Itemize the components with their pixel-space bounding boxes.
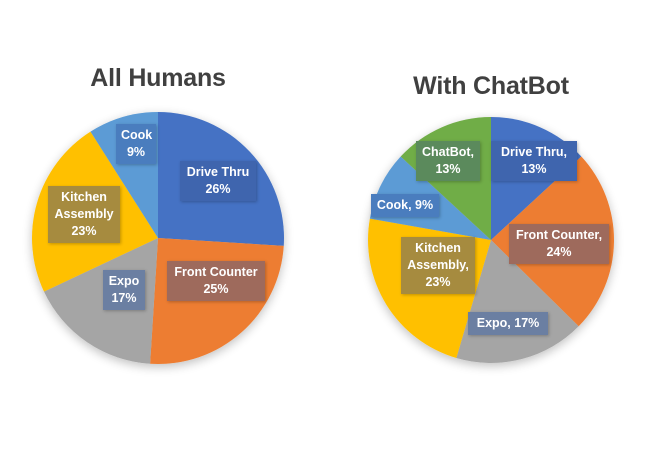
data-label-text: ChatBot, — [421, 145, 475, 159]
data-label-text: Assembly — [54, 207, 114, 221]
data-label-text: Drive Thru — [186, 165, 250, 179]
data-label-text: Kitchen — [61, 190, 107, 204]
data-label-text: 24% — [546, 245, 572, 259]
data-label-expo: Expo, 17% — [468, 312, 548, 335]
data-label-cook: Cook, 9% — [371, 194, 439, 217]
data-label-text: Assembly, — [407, 258, 469, 272]
data-label-drive-thru: Drive Thru, 13% — [491, 141, 577, 181]
data-label-kitchen-assembly: Kitchen Assembly 23% — [48, 186, 120, 243]
chart-title-with-chatbot: With ChatBot — [413, 72, 569, 100]
data-label-text: 17% — [111, 291, 137, 305]
data-label-text: Expo, 17% — [476, 316, 540, 330]
data-label-text: 25% — [203, 282, 229, 296]
pie-slice-expo — [43, 238, 158, 364]
data-label-drive-thru: Drive Thru 26% — [180, 161, 256, 201]
data-label-text: 26% — [205, 182, 231, 196]
data-label-text: 13% — [521, 162, 547, 176]
data-label-front-counter: Front Counter 25% — [167, 261, 265, 301]
data-label-text: Front Counter, — [515, 228, 603, 242]
data-label-chatbot: ChatBot, 13% — [416, 141, 480, 181]
data-label-text: 9% — [126, 145, 146, 159]
data-label-text: Expo — [108, 274, 140, 288]
data-label-kitchen-assembly: Kitchen Assembly, 23% — [401, 237, 475, 294]
data-label-text: 23% — [71, 224, 97, 238]
data-label-text: Cook — [121, 128, 153, 142]
chart-title-all-humans: All Humans — [90, 64, 226, 92]
data-label-text: Front Counter — [174, 265, 258, 279]
data-label-expo: Expo 17% — [103, 270, 145, 310]
data-label-text: Cook, 9% — [376, 198, 434, 212]
data-label-text: 23% — [425, 275, 451, 289]
data-label-front-counter: Front Counter, 24% — [509, 224, 609, 264]
data-label-text: 13% — [435, 162, 461, 176]
data-label-cook: Cook 9% — [116, 124, 156, 164]
data-label-text: Drive Thru, — [501, 145, 567, 159]
data-label-text: Kitchen — [415, 241, 461, 255]
